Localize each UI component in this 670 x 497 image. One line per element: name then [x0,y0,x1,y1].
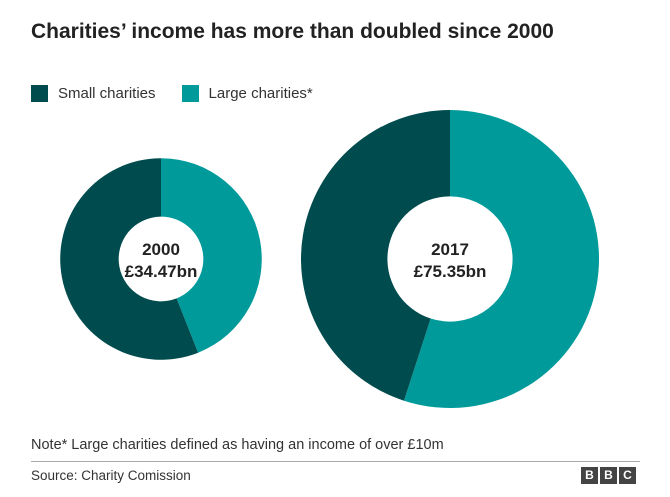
donut-slice-2000-large [161,158,262,353]
footnote: Note* Large charities defined as having … [31,437,444,453]
legend-label-small: Small charities [58,85,156,102]
donut-slice-2000-small [60,158,199,360]
legend-item-large: Large charities* [181,85,313,102]
legend-label-large: Large charities* [208,85,313,102]
legend-item-small: Small charities [31,85,156,102]
legend-swatch-small [31,85,48,102]
donut-total-label: £75.35bn [414,262,487,281]
chart-title: Charities’ income has more than doubled … [31,20,554,43]
bbc-logo-letter: B [600,467,617,484]
legend-swatch-large [181,85,199,102]
donut-year-label: 2017 [431,240,469,259]
divider [31,461,640,462]
legend: Small charities Large charities* [31,85,339,102]
source-text: Source: Charity Comission [31,468,191,483]
bbc-logo: B B C [579,467,636,484]
donut-slice-2017-small [301,110,450,401]
donut-slice-2017-large [403,110,600,408]
bbc-logo-letter: B [581,467,598,484]
bbc-logo-letter: C [619,467,636,484]
donut-total-label: £34.47bn [125,262,198,281]
donut-year-label: 2000 [142,240,180,259]
